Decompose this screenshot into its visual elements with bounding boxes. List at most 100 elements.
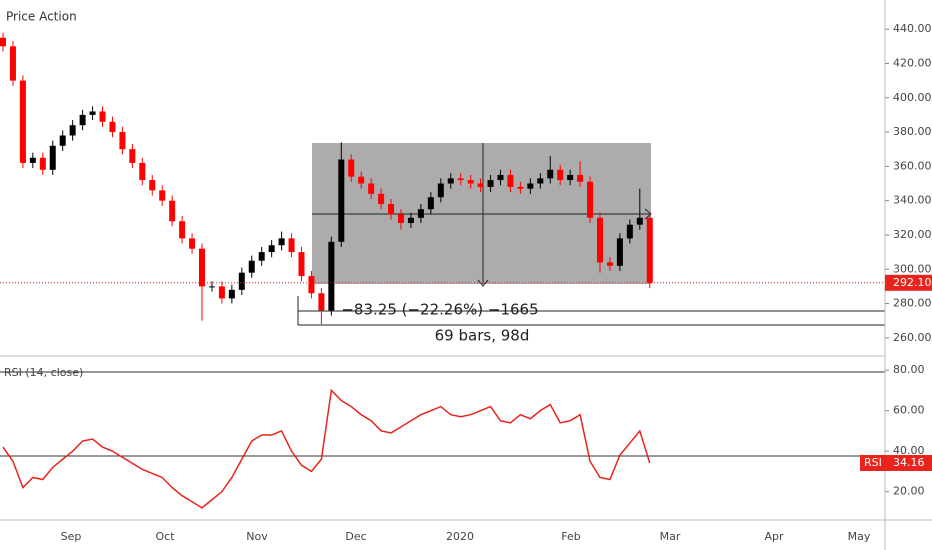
rsi-tag-name: RSI bbox=[864, 456, 882, 469]
candle-body bbox=[189, 238, 196, 249]
candle-body bbox=[348, 159, 355, 177]
candle-body bbox=[378, 193, 385, 205]
rsi-line bbox=[2, 388, 651, 509]
candle-body bbox=[248, 260, 255, 273]
measure-arrows bbox=[477, 208, 652, 287]
candle-body bbox=[169, 200, 176, 222]
candle-body bbox=[487, 180, 494, 187]
candle-body bbox=[89, 111, 96, 115]
candle-body bbox=[268, 245, 275, 253]
y-tick-label: 320.00 bbox=[893, 228, 932, 241]
y-tick-label: 420.00 bbox=[893, 56, 932, 69]
candle-body bbox=[368, 183, 375, 194]
candle-body bbox=[218, 286, 225, 299]
candle-body bbox=[0, 37, 6, 47]
candle-body bbox=[597, 217, 603, 263]
x-tick-label: Oct bbox=[155, 530, 175, 543]
candle-body bbox=[517, 186, 524, 189]
y-tick-label: 300.00 bbox=[893, 262, 932, 275]
candle-body bbox=[537, 178, 544, 184]
x-tick-label: Dec bbox=[345, 530, 366, 543]
candle-body bbox=[318, 293, 325, 311]
y-tick-label: 20.00 bbox=[893, 485, 925, 498]
price-tag-label: 292.10 bbox=[893, 276, 932, 289]
candle-body bbox=[179, 221, 186, 239]
candle-body bbox=[99, 111, 106, 122]
x-tick-label: 2020 bbox=[446, 530, 474, 543]
candle-body bbox=[129, 149, 136, 163]
candle-body bbox=[139, 162, 146, 181]
candle-body bbox=[39, 157, 46, 170]
price-tag bbox=[885, 274, 932, 291]
y-tick-label: 360.00 bbox=[893, 159, 932, 172]
candle-body bbox=[447, 178, 454, 184]
candle-body bbox=[437, 183, 444, 198]
candle-body bbox=[208, 286, 215, 288]
rsi-tag-value: 34.16 bbox=[893, 456, 925, 469]
candle-body bbox=[547, 169, 554, 179]
x-tick-label: Mar bbox=[660, 530, 681, 543]
candle-body bbox=[69, 125, 76, 136]
candle-body bbox=[149, 180, 156, 191]
candle-body bbox=[238, 272, 245, 290]
y-tick-label: 400.00 bbox=[893, 91, 932, 104]
candle-body bbox=[258, 252, 265, 261]
candle-body bbox=[109, 121, 116, 133]
candle-body bbox=[19, 80, 26, 163]
candle-body bbox=[557, 169, 564, 181]
candle-body bbox=[507, 174, 514, 187]
y-tick-label: 340.00 bbox=[893, 194, 932, 207]
x-tick-label: Apr bbox=[764, 530, 784, 543]
candle-body bbox=[407, 217, 414, 223]
x-tick-label: May bbox=[848, 530, 871, 543]
candle-body bbox=[606, 262, 613, 266]
candle-body bbox=[228, 289, 235, 299]
candle-body bbox=[527, 183, 534, 189]
candle-body bbox=[427, 197, 434, 210]
rsi-title: RSI (14, close) bbox=[4, 366, 83, 379]
candle-body bbox=[298, 252, 305, 277]
candle-body bbox=[49, 145, 56, 170]
y-tick-label: 40.00 bbox=[893, 444, 925, 457]
candle-body bbox=[29, 157, 36, 163]
y-tick-label: 60.00 bbox=[893, 404, 925, 417]
candle-body bbox=[358, 176, 365, 184]
candle-body bbox=[626, 224, 633, 239]
candle-body bbox=[497, 174, 504, 181]
rsi-tag bbox=[860, 454, 932, 471]
candle-body bbox=[159, 190, 166, 201]
y-tick-label: 380.00 bbox=[893, 125, 932, 138]
x-tick-label: Feb bbox=[561, 530, 580, 543]
measure-label: −83.25 (−22.26%) −1665 bbox=[341, 301, 538, 319]
candle-body bbox=[288, 238, 295, 253]
candle-body bbox=[636, 217, 643, 225]
candle-body bbox=[388, 204, 395, 215]
x-tick-label: Sep bbox=[61, 530, 82, 543]
candle-body bbox=[587, 181, 594, 218]
y-tick-label: 80.00 bbox=[893, 363, 925, 376]
candle-body bbox=[308, 276, 315, 294]
candle-body bbox=[328, 241, 335, 311]
candle-body bbox=[398, 214, 404, 223]
chart-title: Price Action bbox=[6, 10, 77, 24]
candle-body bbox=[79, 114, 86, 126]
y-tick-label: 440.00 bbox=[893, 22, 932, 35]
x-tick-label: Nov bbox=[246, 530, 268, 543]
y-tick-label: 260.00 bbox=[893, 331, 932, 344]
candle-body bbox=[467, 180, 474, 184]
y-tick-label: 280.00 bbox=[893, 297, 932, 310]
candle-body bbox=[59, 135, 66, 146]
candle-body bbox=[338, 159, 345, 242]
candle-body bbox=[199, 248, 205, 287]
candle-body bbox=[417, 209, 424, 218]
candle-body bbox=[9, 46, 16, 81]
measure-bars: 69 bars, 98d bbox=[435, 327, 530, 345]
candle-body bbox=[616, 238, 623, 266]
candle-body bbox=[477, 183, 484, 187]
candle-body bbox=[457, 178, 464, 181]
candle-body bbox=[119, 132, 126, 150]
candle-body bbox=[278, 238, 285, 246]
candle-body bbox=[646, 217, 653, 283]
candle-body bbox=[567, 174, 574, 181]
